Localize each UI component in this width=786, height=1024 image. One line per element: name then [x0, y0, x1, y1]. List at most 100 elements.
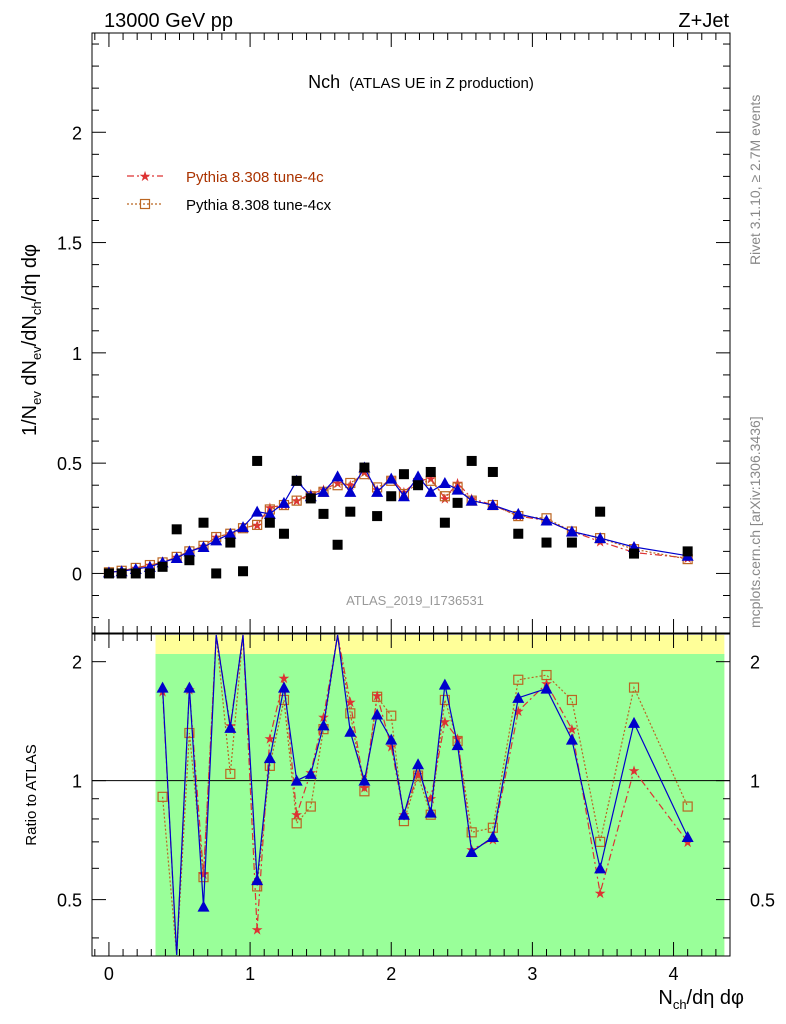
- main-point-default: [438, 477, 451, 488]
- ratio-point-default: [277, 681, 290, 693]
- main-point-default: [412, 470, 425, 482]
- data-point: [144, 568, 155, 579]
- main-point-default: [486, 499, 499, 511]
- data-point: [359, 462, 370, 473]
- main-y-tick-label: 2: [72, 123, 82, 143]
- data-point: [513, 528, 524, 539]
- data-point: [452, 497, 463, 508]
- x-tick-label: 0: [104, 964, 114, 984]
- data-point: [629, 548, 640, 559]
- main-point-tune-4cx: [291, 495, 302, 506]
- ratio-point-tune-4cx: [184, 727, 195, 739]
- ratio-point-default: [540, 682, 553, 694]
- ratio-point-default: [465, 845, 478, 857]
- ratio-point-default: [397, 808, 410, 820]
- legend: ★ Pythia 8.308 tune-4c Pythia 8.308 tune…: [127, 169, 332, 214]
- ylabel-part: ch: [29, 301, 44, 315]
- main-line-default: [108, 466, 688, 573]
- mcplots-label: mcplots.cern.ch [arXiv:1306.3436]: [747, 416, 763, 628]
- ratio-point-tune-4cx: [566, 694, 578, 706]
- legend-square-icon: [139, 198, 151, 210]
- ratio-point-default: [290, 774, 303, 786]
- data-point: [413, 480, 424, 491]
- main-point-default: [210, 534, 223, 546]
- ratio-point-default: [412, 758, 425, 770]
- data-point: [386, 491, 397, 502]
- ratio-point-tune-4c: ★: [424, 792, 437, 808]
- legend-label-tune-4cx: Pythia 8.308 tune-4cx: [186, 197, 332, 214]
- ratio-point-default: [317, 719, 330, 731]
- main-ylabel: 1/Nev dNev/dNch/dη dφ: [19, 244, 44, 436]
- axis-ticks: [92, 33, 731, 956]
- main-point-default: [277, 496, 290, 508]
- ratio-point-default: [385, 733, 398, 745]
- data-point: [487, 466, 498, 477]
- data-point: [439, 517, 450, 528]
- ratio-point-tune-4c: ★: [290, 808, 303, 824]
- ratio-y-tick-label-right: 2: [750, 653, 760, 673]
- ratio-point-tune-4c: ★: [628, 764, 641, 780]
- ratio-ylabel: Ratio to ATLAS: [23, 744, 40, 845]
- ratio-point-tune-4c: ★: [251, 923, 264, 939]
- main-point-default: [540, 514, 553, 526]
- ratio-point-default: [371, 708, 384, 720]
- main-point-default: [565, 525, 578, 537]
- data-point: [264, 517, 275, 528]
- data-point: [332, 539, 343, 550]
- ratio-point-tune-4c: ★: [371, 689, 384, 705]
- ratio-point-default: [594, 862, 607, 874]
- main-point-default: [465, 494, 478, 506]
- data-point: [130, 568, 141, 579]
- x-tick-label: 4: [669, 964, 679, 984]
- main-point-default: [512, 507, 525, 519]
- ratio-point-tune-4cx: [386, 710, 397, 721]
- main-panel-frame: [91, 32, 731, 634]
- ylabel-part: /dη dφ: [19, 244, 41, 301]
- ratio-point-tune-4c: ★: [278, 671, 291, 687]
- main-point-tune-4cx: [252, 519, 263, 531]
- ratio-point-default: [565, 733, 578, 745]
- ratio-y-tick-label: 2: [72, 653, 82, 673]
- header-right: Z+Jet: [678, 10, 729, 32]
- x-tick-label: 1: [245, 964, 255, 984]
- ratio-point-default: [681, 831, 694, 843]
- xlabel-part: ch: [673, 997, 687, 1012]
- rivet-label: Rivet 3.1.10, ≥ 2.7M events: [747, 95, 763, 265]
- ratio-point-tune-4cx: [595, 836, 606, 847]
- ratio-y-tick-label: 0.5: [57, 891, 82, 911]
- ratio-point-default: [183, 681, 196, 693]
- data-point: [184, 555, 195, 566]
- ratio-point-default: [224, 721, 237, 733]
- data-point: [157, 561, 168, 572]
- data-point: [318, 508, 329, 519]
- data-point: [398, 469, 409, 480]
- main-point-tune-4c: ★: [439, 491, 452, 507]
- xlabel-part: /dη dφ: [687, 987, 744, 1009]
- data-point: [278, 528, 289, 539]
- main-point-default: [263, 507, 276, 519]
- data-point: [541, 537, 552, 548]
- main-point-default: [170, 552, 183, 563]
- ratio-point-tune-4cx: [682, 801, 693, 812]
- data-point: [291, 475, 302, 486]
- ratio-point-tune-4cx: [291, 818, 302, 829]
- plot-title-sub: (ATLAS UE in Z production): [349, 75, 534, 92]
- data-point: [238, 566, 249, 577]
- main-y-tick-label: 1.5: [57, 234, 82, 254]
- ratio-point-tune-4cx: [157, 791, 168, 802]
- ratio-point-tune-4c: ★: [594, 886, 607, 902]
- ratio-point-tune-4cx: [513, 674, 524, 685]
- data-point: [211, 568, 222, 579]
- ratio-point-tune-4cx: [345, 708, 356, 719]
- ylabel-part: ev: [29, 391, 44, 405]
- main-point-default: [331, 470, 344, 482]
- main-point-default: [197, 540, 210, 552]
- ratio-point-tune-4c: ★: [412, 767, 425, 783]
- ratio-point-tune-4cx: [412, 770, 424, 781]
- main-y-tick-label: 1: [72, 344, 82, 364]
- ratio-point-tune-4cx: [628, 682, 640, 693]
- ratio-panel-frame: [91, 633, 731, 957]
- ratio-point-default: [512, 691, 525, 703]
- ylabel-part: ev: [29, 346, 44, 360]
- main-line-tune-4cx: [108, 473, 688, 573]
